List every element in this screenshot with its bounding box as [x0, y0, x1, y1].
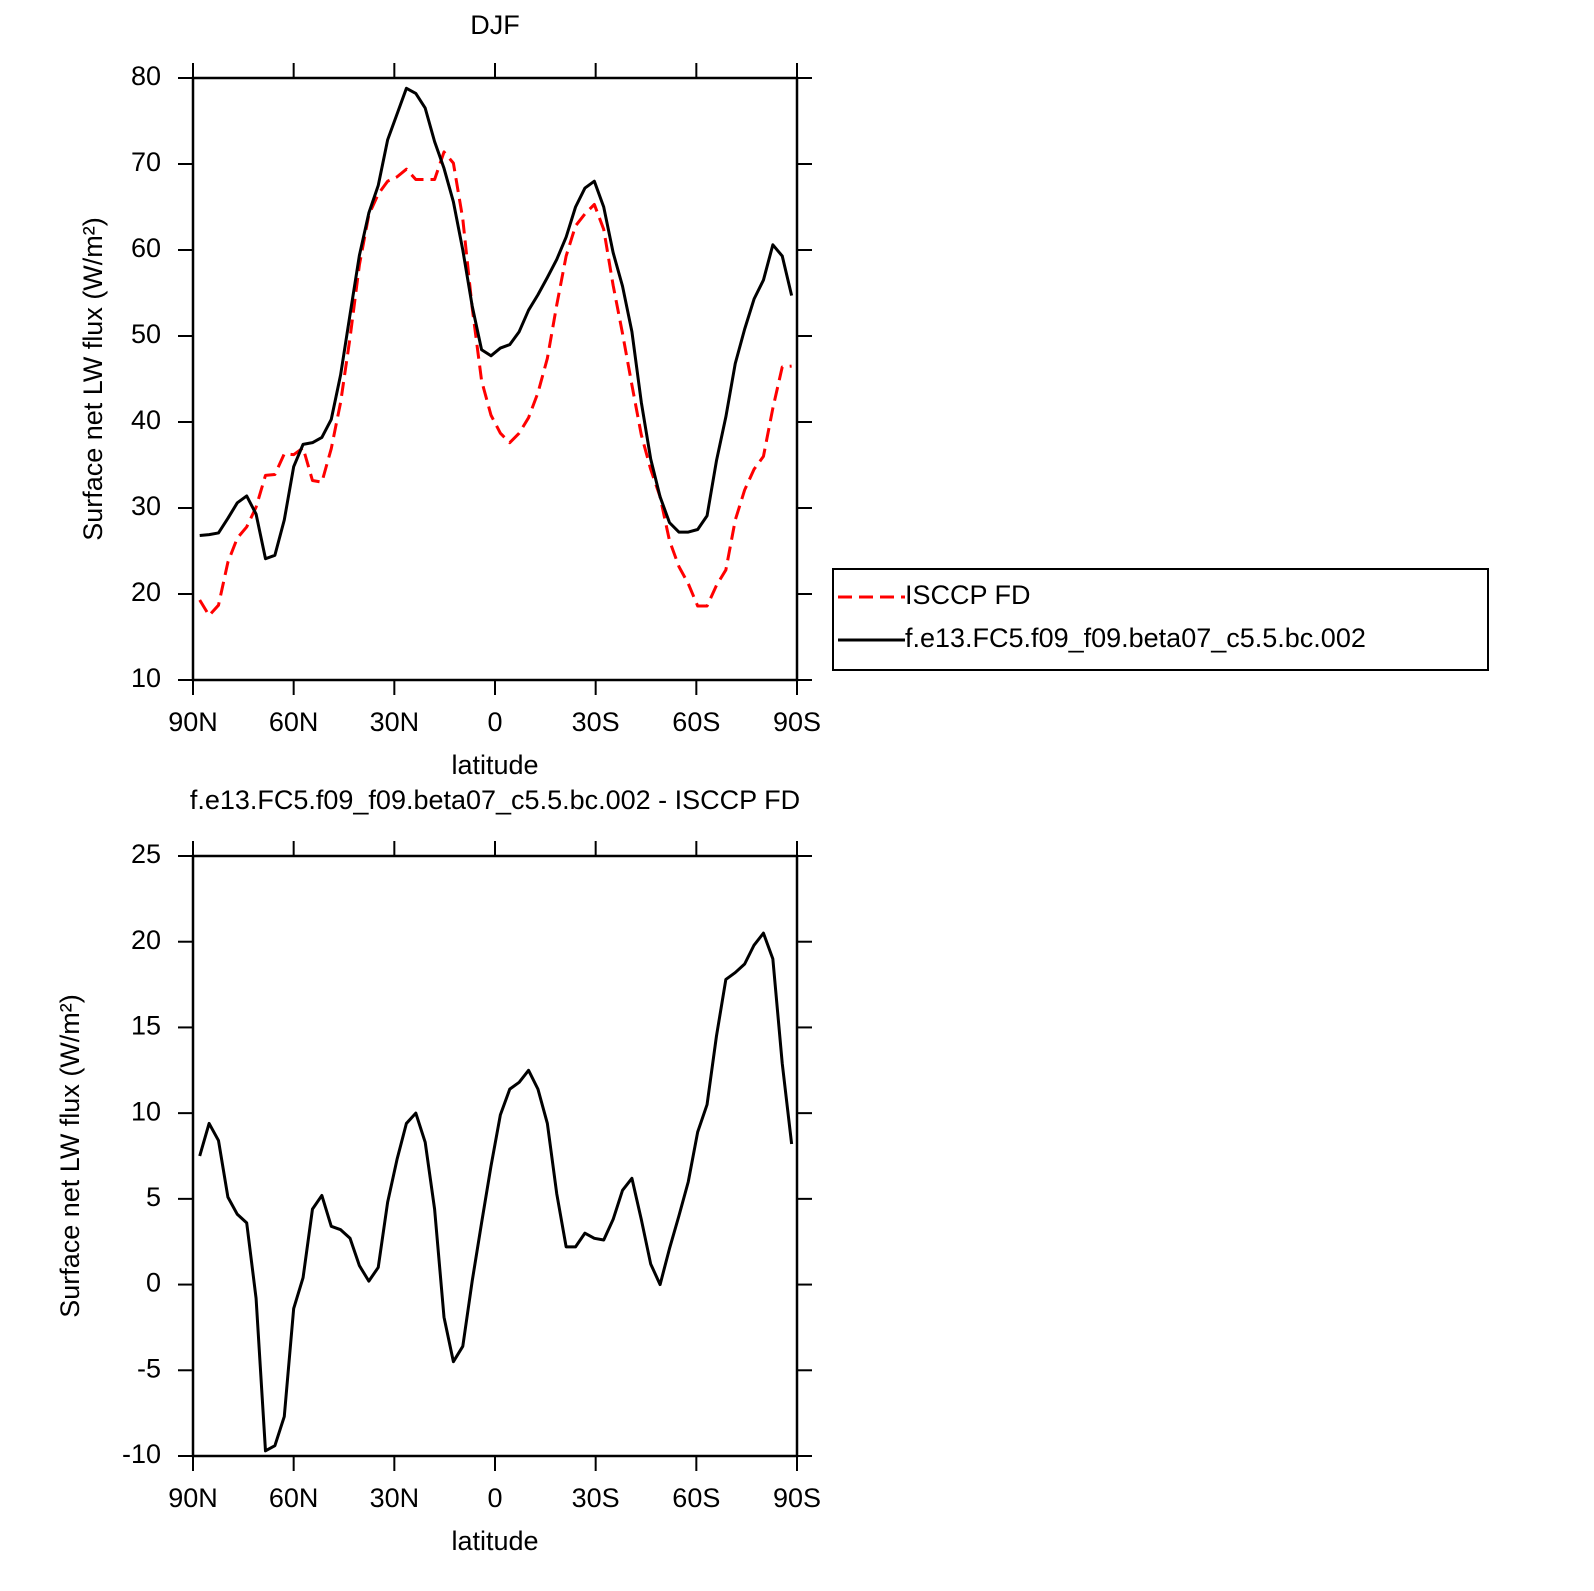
x-tick-label: 60N — [269, 707, 319, 737]
x-tick-label: 90N — [168, 707, 218, 737]
legend-label: ISCCP FD — [905, 580, 1031, 610]
x-tick-label: 60N — [269, 1483, 319, 1513]
y-tick-label: 20 — [131, 577, 161, 607]
y-tick-label: 50 — [131, 319, 161, 349]
chart-title: DJF — [470, 10, 520, 40]
legend-box — [832, 568, 1489, 671]
y-tick-label: 5 — [146, 1182, 161, 1212]
x-tick-label: 90N — [168, 1483, 218, 1513]
y-tick-label: 0 — [146, 1268, 161, 1298]
chart-title: f.e13.FC5.f09_f09.beta07_c5.5.bc.002 - I… — [190, 785, 800, 815]
y-tick-label: 80 — [131, 61, 161, 91]
y-tick-label: -10 — [122, 1439, 161, 1469]
y-tick-label: 60 — [131, 233, 161, 263]
x-tick-label: 60S — [672, 1483, 720, 1513]
x-axis-label: latitude — [451, 750, 538, 780]
y-tick-label: -5 — [137, 1353, 161, 1383]
x-tick-label: 60S — [672, 707, 720, 737]
x-tick-label: 30S — [572, 1483, 620, 1513]
y-tick-label: 10 — [131, 1096, 161, 1126]
y-axis-label: Surface net LW flux (W/m²) — [78, 217, 108, 541]
x-tick-label: 90S — [773, 1483, 821, 1513]
legend-label: f.e13.FC5.f09_f09.beta07_c5.5.bc.002 — [905, 623, 1366, 653]
y-tick-label: 70 — [131, 147, 161, 177]
plot-frame — [191, 854, 799, 1458]
data-line — [198, 150, 792, 617]
y-tick-label: 30 — [131, 491, 161, 521]
x-tick-label: 30N — [370, 707, 420, 737]
y-tick-label: 15 — [131, 1011, 161, 1041]
plot-frame — [191, 76, 799, 682]
x-tick-label: 0 — [487, 1483, 502, 1513]
y-tick-label: 40 — [131, 405, 161, 435]
y-tick-label: 20 — [131, 925, 161, 955]
x-axis-label: latitude — [451, 1526, 538, 1556]
data-line — [198, 931, 794, 1453]
y-tick-label: 10 — [131, 663, 161, 693]
y-tick-label: 25 — [131, 839, 161, 869]
x-tick-label: 0 — [487, 707, 502, 737]
data-line — [199, 86, 794, 561]
x-tick-label: 90S — [773, 707, 821, 737]
x-tick-label: 30S — [572, 707, 620, 737]
y-axis-label: Surface net LW flux (W/m²) — [55, 994, 85, 1318]
x-tick-label: 30N — [370, 1483, 420, 1513]
